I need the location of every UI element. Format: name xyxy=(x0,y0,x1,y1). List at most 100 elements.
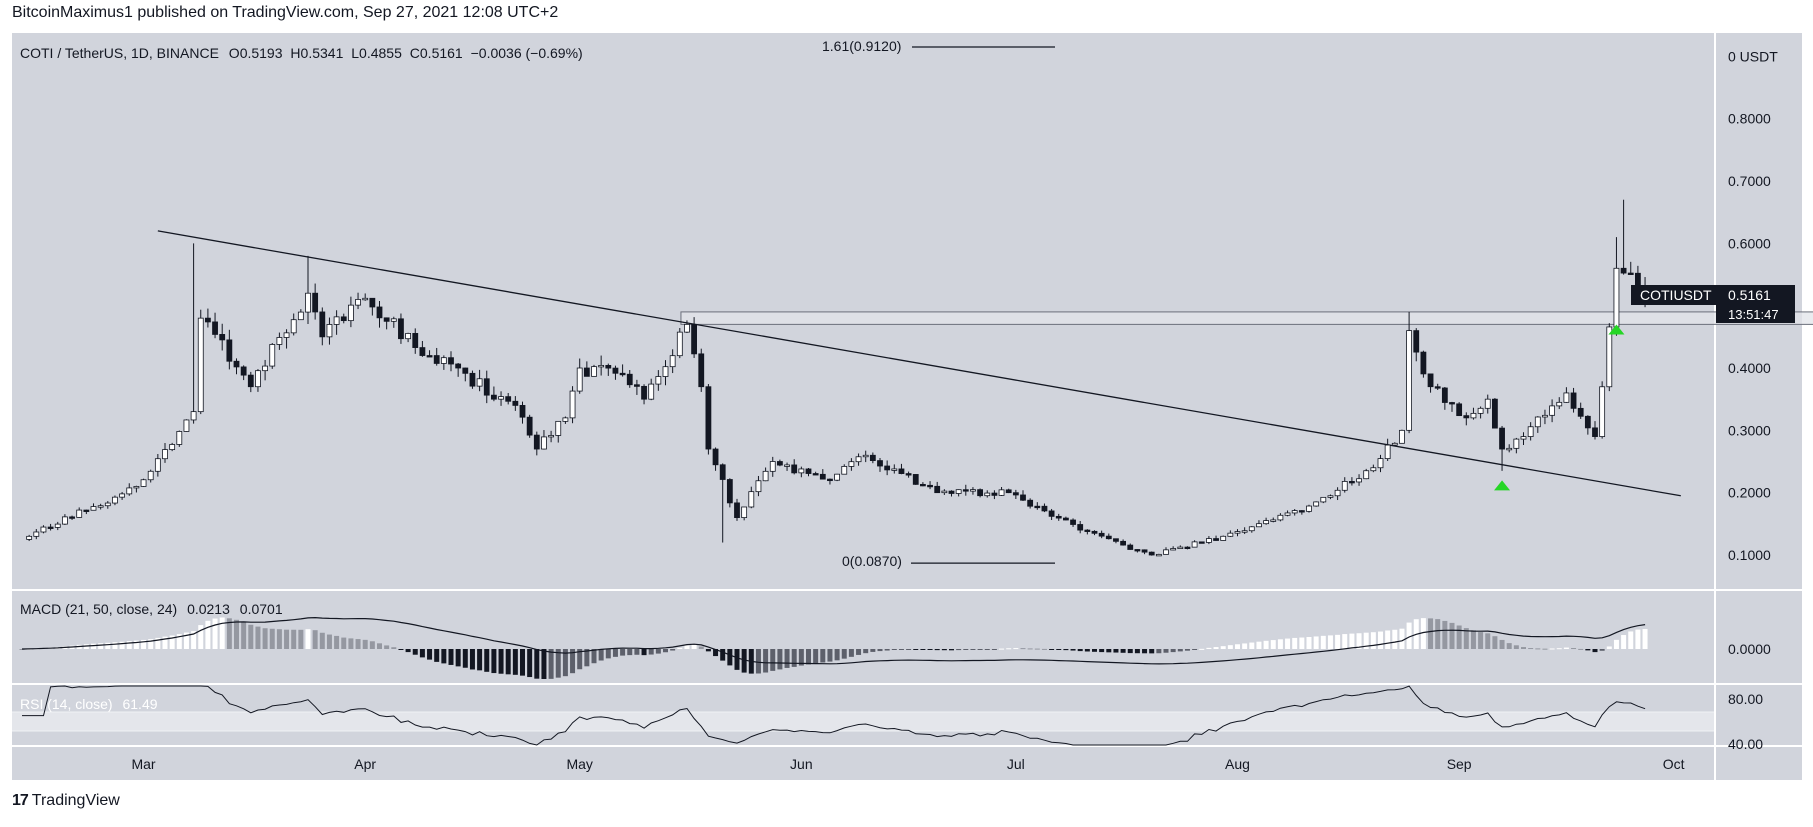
candle[interactable] xyxy=(1291,510,1298,514)
candle[interactable] xyxy=(1349,481,1355,484)
candle[interactable] xyxy=(948,490,955,494)
candle[interactable] xyxy=(855,456,862,463)
candle[interactable] xyxy=(1441,387,1448,403)
candle[interactable] xyxy=(1584,415,1591,429)
candle[interactable] xyxy=(655,376,662,385)
candle[interactable] xyxy=(255,370,261,388)
candle[interactable] xyxy=(355,299,361,306)
candle[interactable] xyxy=(648,383,655,400)
candle[interactable] xyxy=(1563,392,1570,403)
candle[interactable] xyxy=(40,526,47,533)
candle[interactable] xyxy=(970,489,976,492)
candle[interactable] xyxy=(734,502,740,519)
candle[interactable] xyxy=(1170,548,1177,551)
candle[interactable] xyxy=(1155,553,1162,557)
candle[interactable] xyxy=(33,531,40,537)
candle[interactable] xyxy=(97,505,104,508)
candle[interactable] xyxy=(162,449,168,460)
candle[interactable] xyxy=(1213,538,1219,541)
candle[interactable] xyxy=(419,347,426,356)
candle[interactable] xyxy=(1635,272,1641,287)
candle[interactable] xyxy=(1134,549,1141,552)
candle[interactable] xyxy=(204,317,211,323)
candle[interactable] xyxy=(1320,496,1327,503)
candle[interactable] xyxy=(297,311,304,321)
candle[interactable] xyxy=(805,468,812,474)
candle[interactable] xyxy=(1113,538,1119,542)
candle[interactable] xyxy=(848,461,855,467)
candle[interactable] xyxy=(576,367,583,392)
candle[interactable] xyxy=(684,323,690,333)
candle[interactable] xyxy=(233,360,240,368)
candle[interactable] xyxy=(819,473,826,480)
candle[interactable] xyxy=(1449,402,1455,405)
candle[interactable] xyxy=(841,466,848,475)
candle[interactable] xyxy=(69,516,75,519)
candle[interactable] xyxy=(1263,520,1269,525)
candle[interactable] xyxy=(1406,330,1412,431)
candle[interactable] xyxy=(1148,551,1155,556)
price-pane[interactable] xyxy=(12,33,1714,589)
candle[interactable] xyxy=(448,357,454,365)
candle[interactable] xyxy=(490,394,497,400)
candle[interactable] xyxy=(190,411,197,421)
candle[interactable] xyxy=(1341,481,1348,491)
candle[interactable] xyxy=(1306,505,1312,512)
candle[interactable] xyxy=(1456,403,1463,417)
candle[interactable] xyxy=(605,364,612,369)
candle[interactable] xyxy=(562,417,569,422)
candle[interactable] xyxy=(376,306,383,319)
candle[interactable] xyxy=(991,492,998,496)
candle[interactable] xyxy=(469,372,476,387)
candle[interactable] xyxy=(1549,405,1555,416)
candle[interactable] xyxy=(1034,505,1041,509)
candle[interactable] xyxy=(505,396,512,402)
candle[interactable] xyxy=(319,311,326,338)
candle[interactable] xyxy=(226,339,233,362)
candle[interactable] xyxy=(1363,470,1370,480)
candle[interactable] xyxy=(1191,541,1198,548)
candle[interactable] xyxy=(705,386,712,450)
candle[interactable] xyxy=(219,334,226,341)
candle[interactable] xyxy=(1048,510,1055,517)
candle[interactable] xyxy=(519,405,526,418)
candle[interactable] xyxy=(1177,546,1184,549)
candle[interactable] xyxy=(891,468,898,471)
candle[interactable] xyxy=(1420,351,1427,375)
candle[interactable] xyxy=(1098,532,1105,537)
candle[interactable] xyxy=(755,480,762,493)
candle[interactable] xyxy=(905,473,912,476)
candle[interactable] xyxy=(934,485,941,494)
candle[interactable] xyxy=(276,337,283,345)
candle[interactable] xyxy=(176,431,183,445)
candle[interactable] xyxy=(1513,438,1520,449)
candle[interactable] xyxy=(1334,489,1341,497)
candle[interactable] xyxy=(498,396,504,400)
candle[interactable] xyxy=(1427,373,1434,388)
candle[interactable] xyxy=(834,473,840,481)
candle[interactable] xyxy=(462,367,469,374)
candle[interactable] xyxy=(426,355,433,358)
candle[interactable] xyxy=(1520,436,1527,440)
candle[interactable] xyxy=(598,364,605,368)
candle[interactable] xyxy=(433,355,440,364)
candle[interactable] xyxy=(812,473,819,476)
candle[interactable] xyxy=(1141,549,1148,553)
candle[interactable] xyxy=(1241,530,1248,533)
candle[interactable] xyxy=(126,487,133,495)
candle[interactable] xyxy=(1234,531,1241,534)
candle[interactable] xyxy=(641,385,647,400)
candle[interactable] xyxy=(1077,524,1084,531)
candle[interactable] xyxy=(548,435,554,438)
candle[interactable] xyxy=(483,378,490,396)
candle[interactable] xyxy=(1127,544,1134,550)
candle[interactable] xyxy=(726,479,733,504)
candle[interactable] xyxy=(183,419,190,432)
candle[interactable] xyxy=(197,317,204,413)
candle[interactable] xyxy=(619,372,626,376)
candle[interactable] xyxy=(326,324,333,338)
candle[interactable] xyxy=(784,464,790,467)
candle[interactable] xyxy=(762,470,769,482)
candle[interactable] xyxy=(390,318,397,322)
candle[interactable] xyxy=(340,316,347,322)
